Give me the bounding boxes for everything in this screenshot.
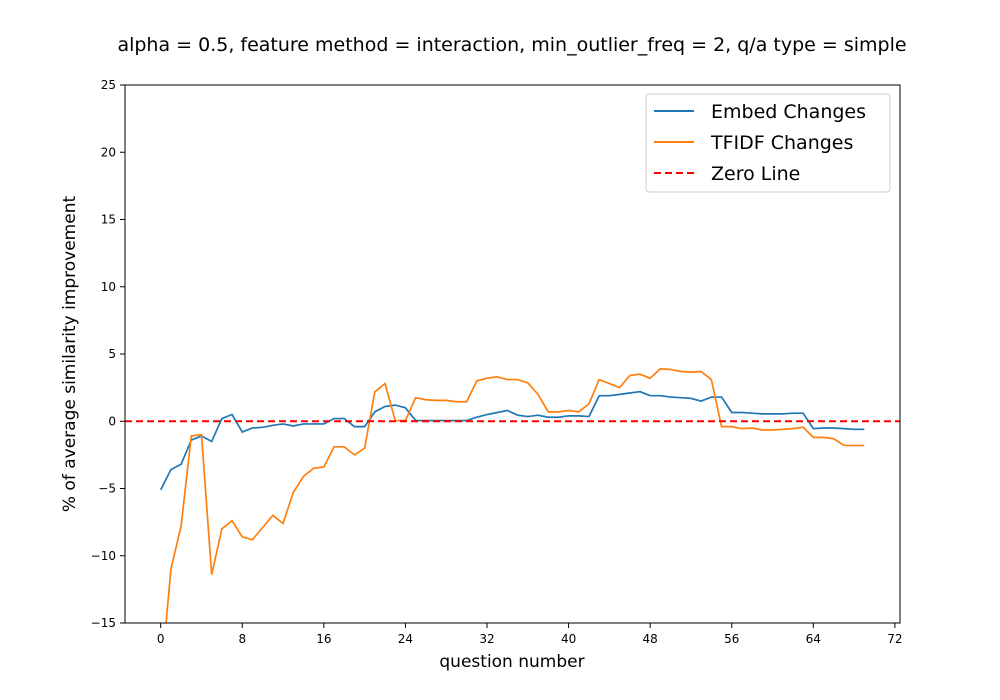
x-tick-label: 0 bbox=[157, 632, 165, 646]
y-axis-label: % of average similarity improvement bbox=[60, 196, 80, 513]
legend-label: Embed Changes bbox=[711, 101, 866, 123]
x-axis-label: question number bbox=[439, 652, 584, 672]
y-tick-label: −10 bbox=[91, 549, 116, 563]
y-tick-label: 0 bbox=[108, 414, 116, 428]
y-tick-label: 5 bbox=[108, 347, 116, 361]
legend: Embed Changes TFIDF Changes Zero Line bbox=[646, 94, 890, 192]
x-tick-label: 24 bbox=[398, 632, 413, 646]
series-line-tfidf-changes bbox=[161, 369, 865, 684]
y-axis: −15 −10 −5 0 5 10 15 20 25 bbox=[91, 78, 125, 630]
legend-label: Zero Line bbox=[711, 163, 800, 185]
chart-title: alpha = 0.5, feature method = interactio… bbox=[117, 34, 906, 56]
legend-label: TFIDF Changes bbox=[710, 132, 853, 154]
x-tick-label: 48 bbox=[643, 632, 658, 646]
x-tick-label: 8 bbox=[238, 632, 246, 646]
x-tick-label: 64 bbox=[806, 632, 821, 646]
y-tick-label: 10 bbox=[101, 280, 116, 294]
x-tick-label: 56 bbox=[724, 632, 739, 646]
x-tick-label: 16 bbox=[316, 632, 331, 646]
y-tick-label: −15 bbox=[91, 616, 116, 630]
x-tick-label: 40 bbox=[561, 632, 576, 646]
y-tick-label: −5 bbox=[98, 482, 116, 496]
y-tick-label: 25 bbox=[101, 78, 116, 92]
x-axis: 0 8 16 24 32 40 48 56 64 72 bbox=[157, 623, 903, 646]
series-line-embed-changes bbox=[161, 392, 865, 490]
y-tick-label: 20 bbox=[101, 145, 116, 159]
x-tick-label: 72 bbox=[887, 632, 902, 646]
x-tick-label: 32 bbox=[479, 632, 494, 646]
y-tick-label: 15 bbox=[101, 213, 116, 227]
